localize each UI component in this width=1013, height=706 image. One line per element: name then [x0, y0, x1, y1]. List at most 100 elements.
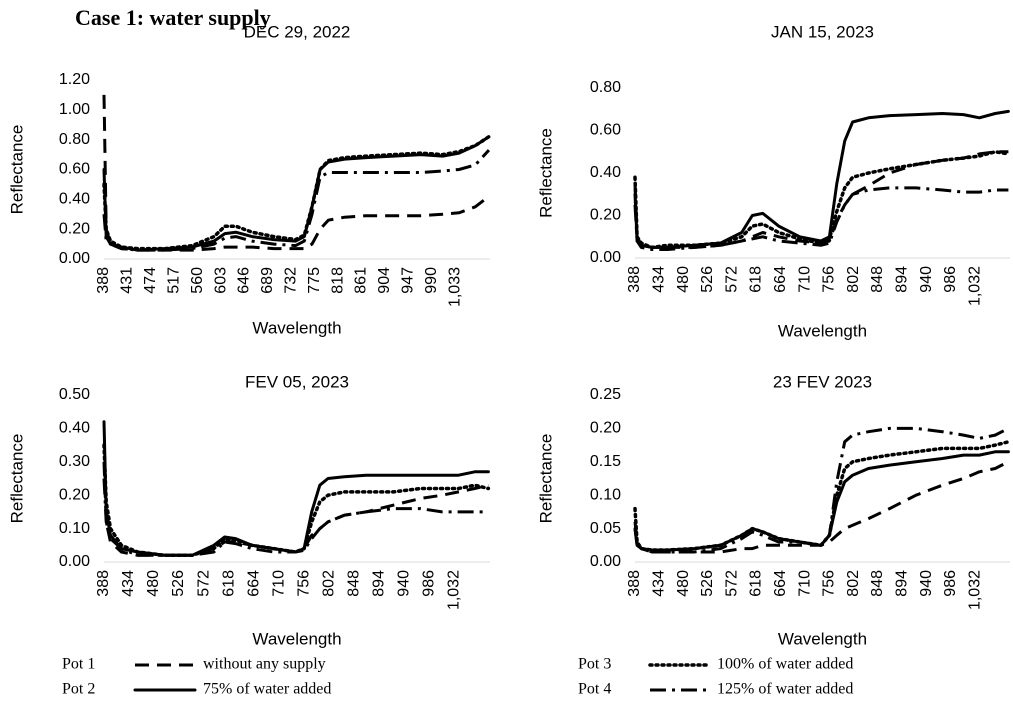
x-tick-label: 947 [400, 267, 417, 294]
x-tick-label: 572 [723, 266, 740, 293]
x-tick-label: 848 [869, 266, 886, 293]
y-tick-label: 0.10 [590, 486, 621, 503]
x-axis-label: Wavelength [778, 321, 867, 340]
y-axis-label: Reflectance [536, 434, 555, 524]
y-tick-label: 0.00 [590, 553, 621, 570]
x-tick-label: 1,032 [445, 570, 462, 610]
x-axis-label: Wavelength [252, 318, 341, 337]
x-tick-label: 990 [423, 267, 440, 294]
x-tick-label: 434 [120, 570, 137, 597]
y-tick-label: 1.00 [59, 101, 90, 118]
series-line [102, 149, 491, 252]
x-axis-label: Wavelength [778, 629, 867, 648]
x-tick-label: 1,032 [966, 266, 983, 306]
x-tick-label: 848 [345, 570, 362, 597]
x-tick-label: 756 [821, 266, 838, 293]
series-line [633, 150, 1011, 250]
x-tick-label: 904 [376, 267, 393, 294]
x-tick-label: 618 [748, 570, 765, 597]
y-tick-label: 0.40 [590, 164, 621, 181]
x-tick-label: 775 [306, 267, 323, 294]
chart-title: JAN 15, 2023 [771, 22, 874, 41]
x-tick-label: 802 [845, 570, 862, 597]
series-line [102, 478, 489, 557]
y-tick-label: 0.00 [59, 553, 90, 570]
y-tick-label: 0.05 [590, 520, 621, 537]
page-title: Case 1: water supply [75, 5, 271, 30]
x-tick-label: 474 [142, 267, 159, 294]
x-tick-label: 526 [699, 570, 716, 597]
x-axis-label: Wavelength [252, 629, 341, 648]
x-tick-label: 756 [821, 570, 838, 597]
x-tick-label: 940 [918, 570, 935, 597]
x-tick-label: 710 [270, 570, 287, 597]
x-tick-label: 664 [245, 570, 262, 597]
y-tick-label: 0.40 [59, 420, 90, 437]
x-tick-label: 986 [942, 266, 959, 293]
x-tick-label: 526 [699, 266, 716, 293]
x-tick-label: 603 [212, 267, 229, 294]
y-axis-label: Reflectance [7, 125, 26, 215]
x-tick-label: 664 [772, 570, 789, 597]
y-tick-label: 0.80 [59, 131, 90, 148]
y-tick-label: 0.20 [590, 207, 621, 224]
x-tick-label: 710 [796, 266, 813, 293]
legend-name: Pot 3 [578, 656, 611, 673]
series-line [633, 460, 1010, 554]
series-line [633, 450, 1010, 552]
y-tick-label: 0.10 [59, 520, 90, 537]
x-tick-label: 431 [119, 267, 136, 294]
x-tick-label: 434 [651, 266, 668, 293]
x-tick-label: 802 [320, 570, 337, 597]
legend-description: 100% of water added [717, 656, 853, 673]
x-tick-label: 894 [893, 570, 910, 597]
x-tick-label: 517 [165, 267, 182, 294]
x-tick-label: 940 [918, 266, 935, 293]
series-line [102, 134, 491, 251]
chart-title: FEV 05, 2023 [245, 372, 349, 391]
x-tick-label: 388 [95, 267, 112, 294]
y-tick-label: 0.50 [59, 386, 90, 403]
legend-name: Pot 1 [62, 656, 95, 673]
y-tick-label: 0.25 [590, 386, 621, 403]
y-tick-label: 0.60 [59, 161, 90, 178]
x-tick-label: 1,032 [966, 570, 983, 610]
series-line [633, 426, 1010, 554]
x-tick-label: 388 [95, 570, 112, 597]
y-axis-label: Reflectance [7, 434, 26, 524]
x-tick-label: 986 [420, 570, 437, 597]
series-line [102, 443, 491, 558]
y-tick-label: 0.40 [59, 191, 90, 208]
y-tick-label: 0.80 [590, 79, 621, 96]
x-tick-label: 526 [170, 570, 187, 597]
legend-name: Pot 4 [578, 681, 611, 698]
x-tick-label: 618 [220, 570, 237, 597]
x-tick-label: 664 [772, 266, 789, 293]
x-tick-label: 1,033 [446, 267, 463, 307]
legend-description: 75% of water added [203, 681, 331, 698]
y-tick-label: 0.30 [59, 453, 90, 470]
y-tick-label: 0.00 [59, 250, 90, 267]
y-tick-label: 0.20 [59, 220, 90, 237]
legend-description: 125% of water added [717, 681, 853, 698]
series-line [633, 150, 1009, 249]
x-tick-label: 756 [295, 570, 312, 597]
chart-title: DEC 29, 2022 [244, 22, 351, 41]
series-line [633, 186, 1009, 251]
y-tick-label: 0.20 [590, 420, 621, 437]
x-tick-label: 940 [395, 570, 412, 597]
x-tick-label: 480 [145, 570, 162, 597]
x-tick-label: 818 [329, 267, 346, 294]
x-tick-label: 572 [723, 570, 740, 597]
y-tick-label: 0.15 [590, 453, 621, 470]
x-tick-label: 732 [283, 267, 300, 294]
y-tick-label: 1.20 [59, 71, 90, 88]
y-tick-label: 0.00 [590, 249, 621, 266]
legend-name: Pot 2 [62, 681, 95, 698]
x-tick-label: 986 [942, 570, 959, 597]
x-tick-label: 388 [626, 266, 643, 293]
x-tick-label: 689 [259, 267, 276, 294]
y-tick-label: 0.60 [590, 122, 621, 139]
x-tick-label: 618 [748, 266, 765, 293]
